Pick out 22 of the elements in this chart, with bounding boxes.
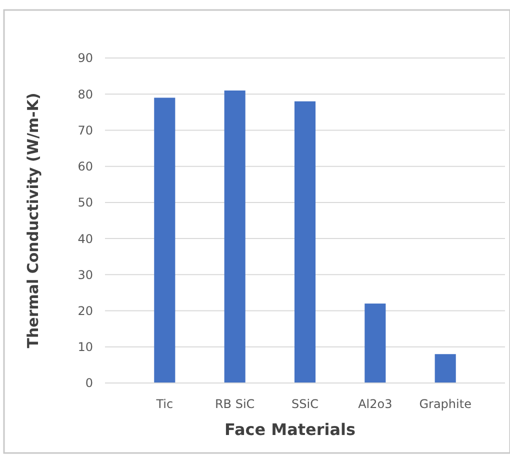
y-tick-label: 50 xyxy=(78,196,93,210)
bar xyxy=(154,98,176,383)
x-tick-label: Graphite xyxy=(419,397,472,411)
bar xyxy=(294,101,316,383)
y-tick-label: 30 xyxy=(78,268,93,282)
y-tick-label: 20 xyxy=(78,304,93,318)
x-tick-label: Tic xyxy=(155,397,174,411)
y-tick-label: 80 xyxy=(78,87,93,102)
bar xyxy=(364,304,386,383)
bar xyxy=(224,90,246,383)
y-tick-label: 40 xyxy=(78,232,93,246)
x-tick-label: RB SiC xyxy=(214,397,255,411)
x-tick-label: Al2o3 xyxy=(358,397,392,411)
x-tick-label: SSiC xyxy=(292,397,318,411)
y-axis-title: Thermal Conductivity (W/m-K) xyxy=(24,92,42,348)
y-tick-label: 60 xyxy=(78,160,93,174)
y-tick-label: 70 xyxy=(78,123,93,138)
y-tick-label: 90 xyxy=(78,51,93,66)
y-tick-label: 0 xyxy=(85,376,93,390)
y-tick-label: 10 xyxy=(78,340,93,354)
x-axis-title: Face Materials xyxy=(224,420,356,439)
bar xyxy=(434,354,456,383)
